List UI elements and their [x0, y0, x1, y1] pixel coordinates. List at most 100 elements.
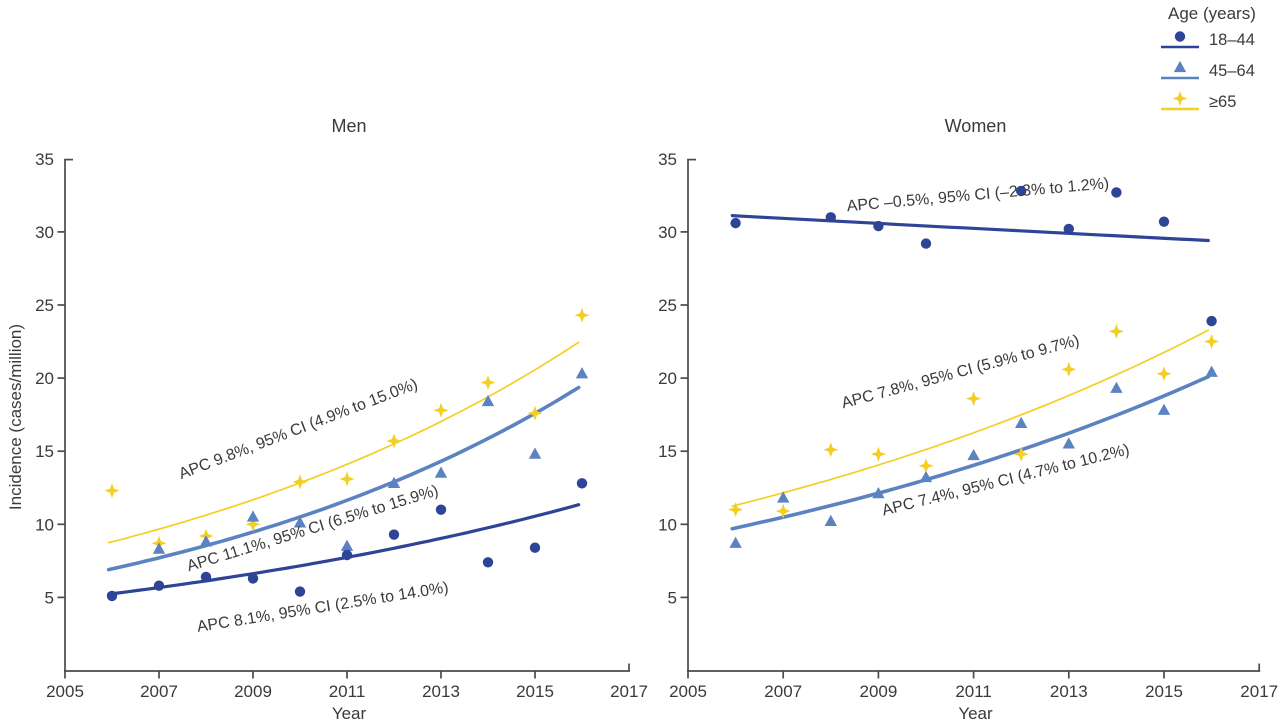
circle-line-icon — [1161, 31, 1199, 49]
data-point-star — [1156, 366, 1172, 382]
data-point-triangle — [824, 514, 837, 526]
data-point-star — [339, 471, 355, 487]
legend-label: ≥65 — [1209, 92, 1237, 111]
data-point-star — [527, 405, 543, 421]
apc-annotation: APC 11.1%, 95% CI (6.5% to 15.9%) — [185, 482, 441, 575]
data-point-triangle — [1157, 403, 1171, 415]
y-tick-label: 20 — [658, 369, 677, 388]
y-tick-label: 5 — [668, 588, 677, 607]
data-point-circle — [873, 220, 884, 232]
y-tick-label: 5 — [45, 588, 54, 607]
data-point-triangle — [777, 491, 790, 503]
data-point-circle — [388, 529, 400, 540]
legend-title: Age (years) — [1168, 4, 1256, 23]
data-point-circle — [1206, 315, 1217, 327]
y-tick-label: 30 — [35, 223, 54, 242]
data-point-circle — [576, 478, 588, 489]
y-tick-label: 10 — [658, 515, 677, 534]
data-point-circle — [920, 238, 932, 249]
data-point-star — [966, 391, 982, 407]
x-tick-label: 2005 — [46, 682, 84, 701]
legend-label: 18–44 — [1209, 30, 1255, 49]
x-axis-label-men: Year — [331, 704, 367, 723]
data-point-triangle — [967, 448, 980, 461]
x-tick-label: 2011 — [329, 682, 366, 701]
data-point-circle — [294, 586, 306, 597]
data-point-triangle — [919, 470, 933, 483]
panel-title-women: Women — [944, 116, 1007, 136]
data-point-star — [574, 307, 590, 323]
data-point-triangle — [434, 466, 448, 478]
data-point-star — [1108, 323, 1124, 339]
data-point-circle — [1016, 185, 1027, 197]
data-point-triangle — [293, 516, 307, 528]
data-point-star — [245, 516, 261, 532]
data-point-circle — [1174, 31, 1186, 42]
data-point-star — [775, 503, 791, 519]
legend-entry-65: ≥65 — [1158, 90, 1278, 114]
data-point-circle — [247, 573, 259, 584]
legend-entry-45-64: 45–64 — [1158, 59, 1278, 83]
data-point-triangle — [387, 476, 401, 488]
data-point-star — [1204, 334, 1220, 350]
data-point-triangle — [1173, 60, 1187, 73]
apc-annotation: APC 9.8%, 95% CI (4.9% to 15.0%) — [177, 376, 421, 483]
panel-title-men: Men — [331, 116, 367, 136]
trend-line-18–44 — [730, 214, 1210, 243]
data-point-star — [823, 442, 839, 458]
legend: Age (years) 18–44 45–64 ≥65 — [1158, 4, 1278, 121]
data-point-circle — [153, 580, 165, 591]
x-tick-label: 2015 — [516, 682, 554, 701]
data-point-circle — [1158, 216, 1170, 227]
data-point-circle — [106, 590, 118, 602]
data-point-circle — [825, 212, 836, 223]
data-point-circle — [1111, 187, 1122, 198]
data-point-triangle — [729, 536, 742, 548]
y-tick-label: 25 — [658, 296, 677, 315]
panel-women: 5 10 15 20 25 30 35 2005 2007 2009 2011 2013 2015 201… — [658, 150, 1278, 701]
legend-label: 45–64 — [1209, 61, 1255, 80]
x-tick-label: 2005 — [669, 682, 707, 701]
x-tick-label: 2013 — [422, 682, 460, 701]
data-point-triangle — [152, 542, 166, 554]
data-point-star — [433, 402, 449, 418]
data-point-triangle — [199, 535, 213, 547]
data-point-triangle — [575, 367, 589, 379]
data-point-circle — [200, 571, 212, 583]
data-point-triangle — [481, 394, 495, 407]
trend-line-45–64 — [730, 374, 1211, 531]
data-point-star — [386, 433, 402, 449]
x-tick-label: 2011 — [955, 682, 992, 701]
triangle-line-icon — [1161, 60, 1199, 80]
x-tick-label: 2009 — [859, 682, 897, 701]
data-point-circle — [482, 557, 494, 568]
y-tick-label: 20 — [35, 369, 54, 388]
y-axis-label: Incidence (cases/million) — [6, 323, 25, 511]
data-point-circle — [529, 542, 541, 553]
x-axis-label-women: Year — [958, 704, 993, 723]
y-tick-label: 10 — [35, 515, 54, 534]
data-point-star — [870, 446, 886, 462]
data-point-star — [918, 458, 934, 474]
data-point-star — [480, 374, 496, 390]
x-tick-label: 2009 — [234, 682, 272, 701]
x-tick-label: 2007 — [140, 682, 178, 701]
data-point-star — [1172, 91, 1188, 106]
data-point-triangle — [1110, 381, 1123, 393]
data-point-circle — [1063, 223, 1075, 235]
x-tick-label: 2013 — [1050, 682, 1088, 701]
x-tick-label: 2017 — [1240, 682, 1278, 701]
data-point-circle — [730, 217, 741, 229]
x-tick-label: 2017 — [610, 682, 648, 701]
data-point-triangle — [246, 510, 260, 522]
data-point-triangle — [340, 539, 354, 551]
panel-men: 5 10 15 20 25 30 35 2005 2007 2009 2011 2013 2015 201… — [35, 150, 648, 701]
data-point-triangle — [1205, 365, 1218, 377]
data-point-circle — [435, 504, 447, 515]
data-point-star — [292, 474, 308, 490]
data-point-star — [728, 502, 744, 518]
data-point-star — [104, 483, 120, 499]
data-point-triangle — [872, 486, 885, 499]
